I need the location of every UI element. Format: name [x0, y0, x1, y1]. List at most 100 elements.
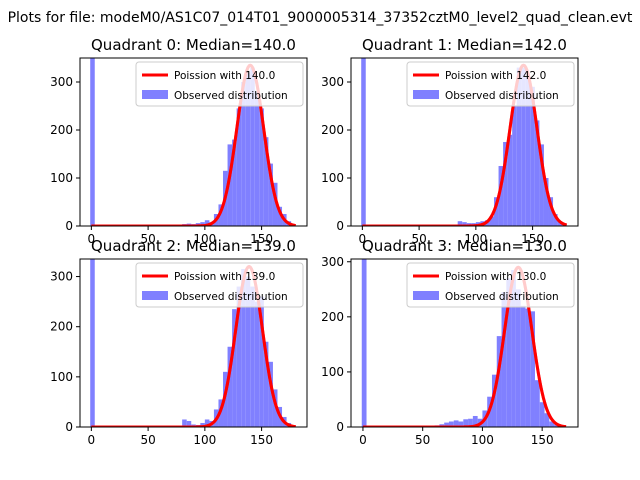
- x-tick-label: 0: [359, 433, 367, 447]
- histogram-bar: [241, 82, 246, 226]
- histogram-bar: [462, 222, 467, 226]
- y-tick-label: 100: [321, 365, 344, 379]
- y-tick-label: 0: [65, 420, 73, 434]
- y-tick-label: 200: [50, 320, 73, 334]
- histogram-bar: [520, 305, 526, 427]
- legend-label: Poission with 139.0: [174, 271, 275, 283]
- figure-suptitle: Plots for file: modeM0/AS1C07_014T01_900…: [8, 10, 633, 26]
- x-tick-label: 50: [415, 433, 430, 447]
- x-tick-label: 0: [359, 232, 367, 246]
- legend-label: Observed distribution: [445, 90, 559, 102]
- x-tick-label: 100: [193, 433, 216, 447]
- y-tick-label: 300: [321, 255, 344, 269]
- histogram-bar: [236, 286, 242, 427]
- histogram-bar: [515, 289, 521, 427]
- y-tick-label: 0: [336, 219, 344, 233]
- histogram-bar: [530, 86, 535, 226]
- subplot-title: Quadrant 3: Median=130.0: [362, 237, 567, 255]
- histogram-bar: [494, 197, 499, 226]
- x-tick-label: 50: [140, 433, 155, 447]
- subplot-title: Quadrant 2: Median=139.0: [91, 237, 296, 255]
- histogram-bar: [503, 142, 508, 226]
- legend-patch-swatch: [413, 291, 439, 300]
- histogram-bar: [534, 380, 540, 427]
- legend-box: [406, 262, 575, 308]
- legend-label: Poission with 130.0: [445, 271, 546, 283]
- legend: Poission with 130.0 Observed distribution: [406, 262, 575, 308]
- subplot-2: 0 50 100 150 0 100 200 300 Quadrant 2: Median=13…: [50, 237, 308, 447]
- histogram-bar: [539, 144, 544, 226]
- y-tick-label: 100: [50, 171, 73, 185]
- histogram-bar: [186, 420, 192, 427]
- y-tick-label: 100: [50, 370, 73, 384]
- histogram-bar: [90, 58, 95, 226]
- legend-patch-swatch: [142, 291, 168, 300]
- histogram-bar: [512, 106, 517, 226]
- histogram-bar: [227, 144, 233, 226]
- histogram-bar: [259, 296, 264, 427]
- histogram-bar: [361, 259, 367, 427]
- x-tick-label: 100: [471, 433, 494, 447]
- histogram-bar: [525, 77, 531, 226]
- histogram-bar: [557, 221, 563, 226]
- histogram-bar: [254, 301, 260, 427]
- y-tick-label: 300: [50, 75, 73, 89]
- x-tick-label: 150: [250, 433, 273, 447]
- histogram-bar: [277, 206, 283, 226]
- histogram-bar: [501, 292, 507, 427]
- histogram-bar: [200, 422, 205, 427]
- histogram-bar: [272, 389, 278, 427]
- y-tick-label: 100: [321, 171, 344, 185]
- x-tick-label: 150: [250, 232, 273, 246]
- x-tick-label: 50: [140, 232, 155, 246]
- histogram-bar: [250, 67, 255, 226]
- legend: Poission with 142.0 Observed distribution: [406, 61, 575, 107]
- histogram-bar: [496, 336, 502, 427]
- histogram-bar: [218, 204, 224, 226]
- subplot-1: 0 50 100 150 0 100 200 300 Quadrant 1: Median=14…: [321, 36, 579, 246]
- legend-label: Observed distribution: [174, 291, 288, 303]
- histogram-bar: [463, 419, 469, 427]
- histogram-bar: [549, 421, 555, 427]
- histogram-bar: [263, 341, 269, 427]
- histogram-bar: [506, 278, 512, 427]
- subplot-0: 0 50 100 150 0 100 200 300 Quadrant 0: Median=14…: [50, 36, 308, 246]
- x-tick-label: 150: [521, 232, 544, 246]
- histogram-bar: [543, 178, 549, 226]
- histogram-bar: [250, 286, 255, 427]
- subplot-title: Quadrant 1: Median=142.0: [362, 36, 567, 54]
- histogram-bar: [468, 418, 473, 427]
- histogram-bar: [268, 163, 273, 226]
- legend-box: [406, 61, 575, 107]
- subplot-3: 0 50 100 150 0 100 200 300 Quadrant 3: Median=13…: [321, 237, 579, 447]
- histogram-bar: [489, 216, 495, 226]
- x-tick-label: 100: [193, 232, 216, 246]
- histogram-bar: [507, 134, 513, 226]
- histogram-bar: [453, 420, 459, 427]
- histogram-bar: [534, 120, 540, 226]
- x-tick-label: 150: [531, 433, 554, 447]
- histogram-bar: [200, 222, 205, 226]
- histogram-bar: [539, 402, 545, 427]
- subplot-grid: 0 50 100 150 0 100 200 300 Quadrant 0: Median=14…: [50, 36, 579, 447]
- histogram-bar: [530, 311, 535, 427]
- axes-frame: [350, 258, 579, 428]
- histogram-bar: [263, 137, 269, 226]
- legend-label: Poission with 140.0: [174, 70, 275, 82]
- histogram-bar: [457, 221, 463, 226]
- x-tick-label: 50: [411, 232, 426, 246]
- y-tick-label: 300: [321, 75, 344, 89]
- histogram-bar: [525, 308, 531, 427]
- y-tick-label: 0: [336, 420, 344, 434]
- histogram-bar: [241, 269, 246, 427]
- legend-box: [135, 262, 304, 308]
- histogram-bar: [544, 413, 550, 427]
- histogram-bar: [90, 259, 95, 427]
- legend-label: Observed distribution: [445, 291, 559, 303]
- histogram-bar: [444, 422, 449, 427]
- histogram-bar: [268, 361, 273, 427]
- legend-box: [135, 61, 304, 107]
- histogram-bar: [182, 419, 187, 427]
- histogram-bar: [245, 276, 251, 427]
- histogram-bar: [232, 139, 237, 226]
